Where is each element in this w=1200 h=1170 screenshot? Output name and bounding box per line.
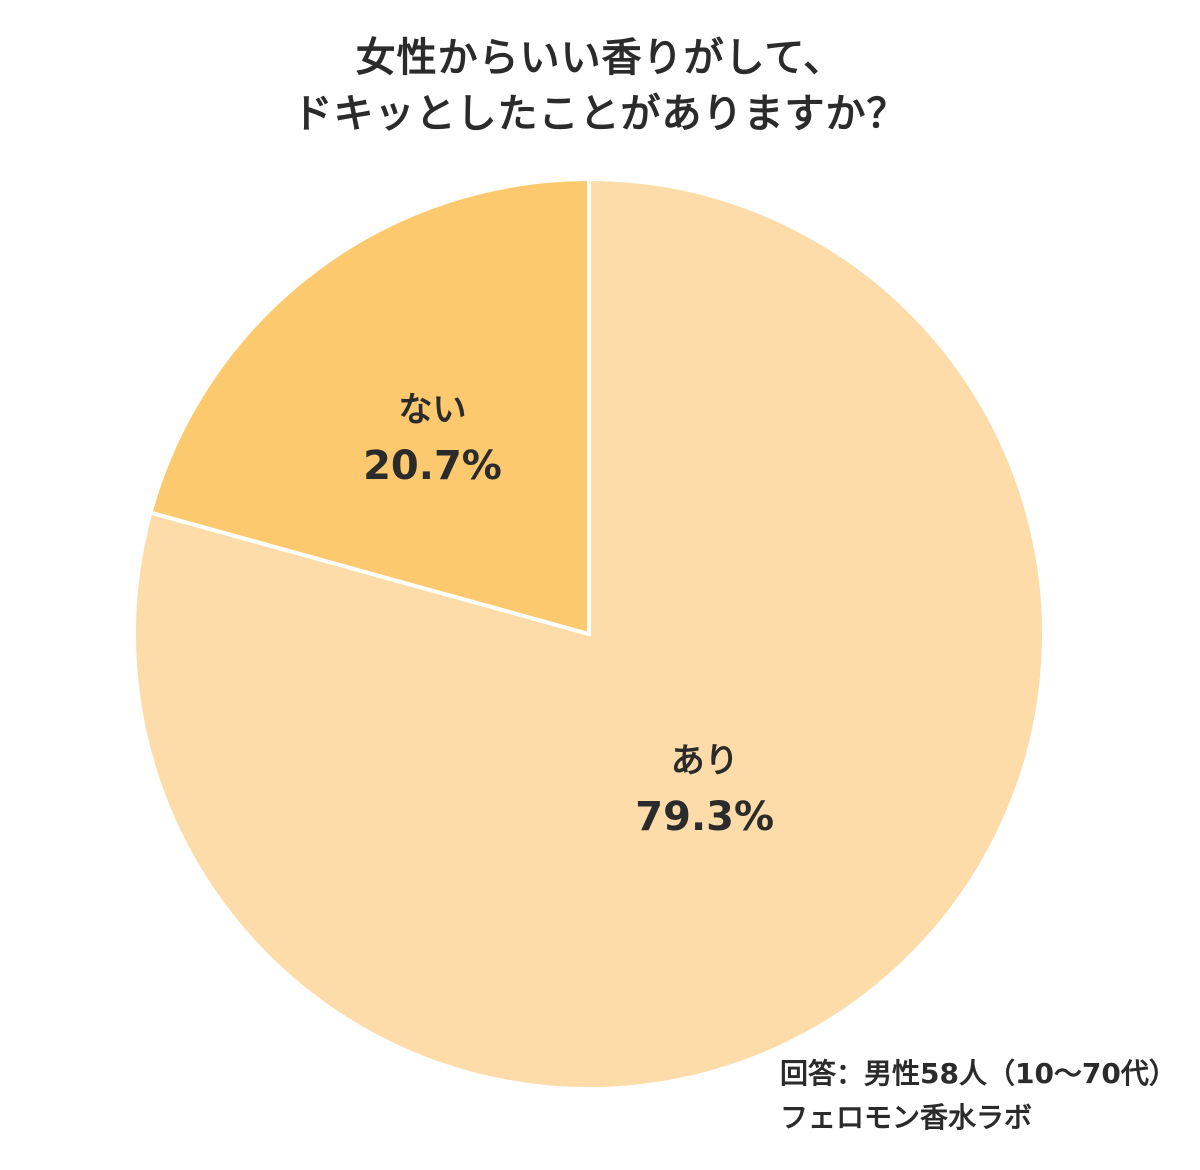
chart-title-line-2: ドキッとしたことがありますか？ [292, 91, 908, 137]
respondents-note: 回答：男性58人（10～70代） [780, 1057, 1177, 1090]
source-note: フェロモン香水ラボ [780, 1101, 1033, 1134]
slice-value-label-2: 20.7% [363, 443, 502, 489]
pie-slice-1 [132, 176, 1046, 1091]
slice-category-label-1: あり [671, 741, 739, 781]
slice-value-label-1: 79.3% [635, 794, 774, 840]
pie-slice-2 [148, 176, 591, 637]
chart-title-line-1: 女性からいい香りがして、 [355, 35, 845, 81]
footer-note: 回答：男性58人（10～70代） フェロモン香水ラボ [780, 1052, 1177, 1140]
slice-category-label-2: ない [398, 390, 466, 430]
chart-title: 女性からいい香りがして、 ドキッとしたことがありますか？ [0, 30, 1200, 142]
